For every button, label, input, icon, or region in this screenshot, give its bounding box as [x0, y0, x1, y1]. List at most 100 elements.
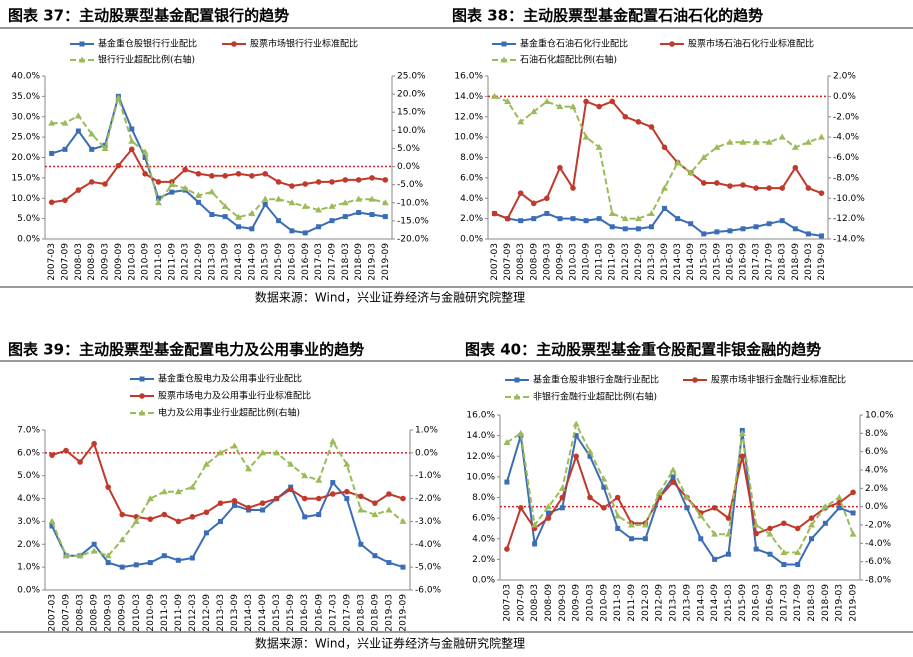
legend-label: 电力及公用事业行业超配比例(右轴) — [158, 407, 300, 419]
marker — [531, 521, 539, 528]
marker — [559, 494, 566, 501]
marker — [629, 536, 635, 542]
marker — [181, 184, 189, 191]
x-tick-label: 2007-03 — [48, 594, 58, 632]
legend-label: 股票市场电力及公用事业行业标准配比 — [158, 390, 311, 402]
x-tick-label: 2008-09 — [529, 243, 539, 281]
y2-tick-label: -8.0% — [865, 576, 892, 586]
marker — [88, 130, 96, 137]
marker — [382, 214, 388, 220]
x-tick-label: 2010-03 — [132, 594, 142, 632]
marker — [62, 146, 68, 152]
marker — [794, 549, 802, 555]
x-tick-label: 2010-09 — [599, 584, 609, 622]
x-tick-label: 2009-09 — [114, 243, 124, 281]
marker — [503, 439, 511, 445]
y2-tick-label: -4.0% — [865, 539, 892, 549]
marker — [89, 146, 95, 152]
x-tick-label: 2008-03 — [530, 584, 540, 622]
marker — [288, 199, 296, 206]
y-tick-label: 30.0% — [11, 112, 40, 122]
marker — [235, 213, 243, 220]
marker — [90, 547, 98, 554]
y-tick-label: 3.0% — [17, 517, 40, 527]
x-tick-label: 2017-03 — [752, 243, 762, 281]
marker — [261, 195, 269, 202]
x-tick-label: 2011-03 — [613, 584, 623, 622]
marker — [245, 465, 253, 472]
marker — [61, 119, 69, 126]
marker — [712, 556, 718, 562]
x-tick-label: 2008-09 — [544, 584, 554, 622]
marker — [661, 144, 668, 151]
source-note: 数据来源：Wind，兴业证券经济与金融研究院整理 — [255, 290, 525, 305]
marker — [517, 190, 524, 196]
y-tick-label: 4.0% — [17, 494, 40, 504]
marker — [175, 518, 182, 525]
marker — [74, 112, 82, 119]
marker — [202, 460, 210, 467]
marker — [275, 179, 282, 185]
marker — [766, 530, 774, 537]
y2-tick-label: -3.0% — [415, 517, 442, 527]
x-tick-label: 2011-03 — [154, 243, 164, 281]
marker — [794, 525, 801, 532]
x-tick-label: 2007-03 — [490, 243, 500, 281]
marker — [208, 188, 216, 195]
marker — [669, 466, 677, 473]
marker — [182, 166, 188, 173]
marker — [369, 212, 375, 218]
marker — [780, 549, 788, 555]
y2-tick-label: -1.0% — [415, 471, 442, 481]
marker — [615, 525, 621, 531]
y2-tick-label: 25.0% — [397, 72, 426, 82]
marker — [558, 484, 566, 491]
marker — [808, 515, 815, 521]
x-tick-label: 2013-09 — [660, 243, 670, 281]
legend-label: 基金重仓石油石化行业配比 — [520, 38, 628, 50]
marker — [400, 564, 406, 570]
marker — [595, 143, 603, 150]
series-line — [51, 147, 386, 204]
y-tick-label: 12.0% — [466, 452, 495, 462]
marker — [570, 185, 576, 191]
y-tick-label: 5.0% — [17, 214, 40, 224]
marker — [622, 113, 629, 120]
marker — [221, 202, 229, 209]
marker — [642, 536, 648, 542]
x-tick-label: 2010-09 — [582, 243, 592, 281]
marker — [698, 536, 704, 542]
marker — [648, 224, 654, 230]
marker — [358, 493, 364, 500]
series-line — [51, 93, 386, 234]
marker — [634, 215, 642, 222]
source-note: 数据来源：Wind，兴业证券经济与金融研究院整理 — [255, 636, 525, 651]
x-tick-label: 2017-03 — [314, 243, 324, 281]
marker — [128, 146, 135, 153]
y2-tick-label: -10.0% — [397, 198, 429, 208]
marker — [791, 143, 799, 150]
y-tick-label: 16.0% — [454, 72, 483, 82]
marker — [766, 221, 772, 227]
marker — [557, 164, 563, 171]
marker — [133, 562, 139, 568]
marker — [235, 171, 242, 177]
y-tick-label: 6.0% — [472, 514, 495, 524]
marker — [119, 511, 126, 518]
marker — [767, 525, 773, 532]
marker — [726, 138, 734, 145]
y2-tick-label: 0.0% — [865, 502, 888, 512]
x-tick-label: 2013-03 — [207, 243, 217, 281]
marker — [386, 491, 392, 497]
marker — [586, 448, 594, 455]
marker — [818, 233, 824, 239]
series-line — [506, 421, 855, 554]
y-tick-label: 20.0% — [11, 153, 40, 163]
x-tick-label: 2018-09 — [821, 584, 831, 622]
y-tick-label: 4.0% — [460, 194, 483, 204]
marker — [531, 216, 537, 222]
x-tick-label: 2019-09 — [817, 243, 827, 281]
marker — [155, 195, 161, 201]
x-tick-label: 2008-03 — [76, 594, 86, 632]
marker — [767, 551, 773, 557]
